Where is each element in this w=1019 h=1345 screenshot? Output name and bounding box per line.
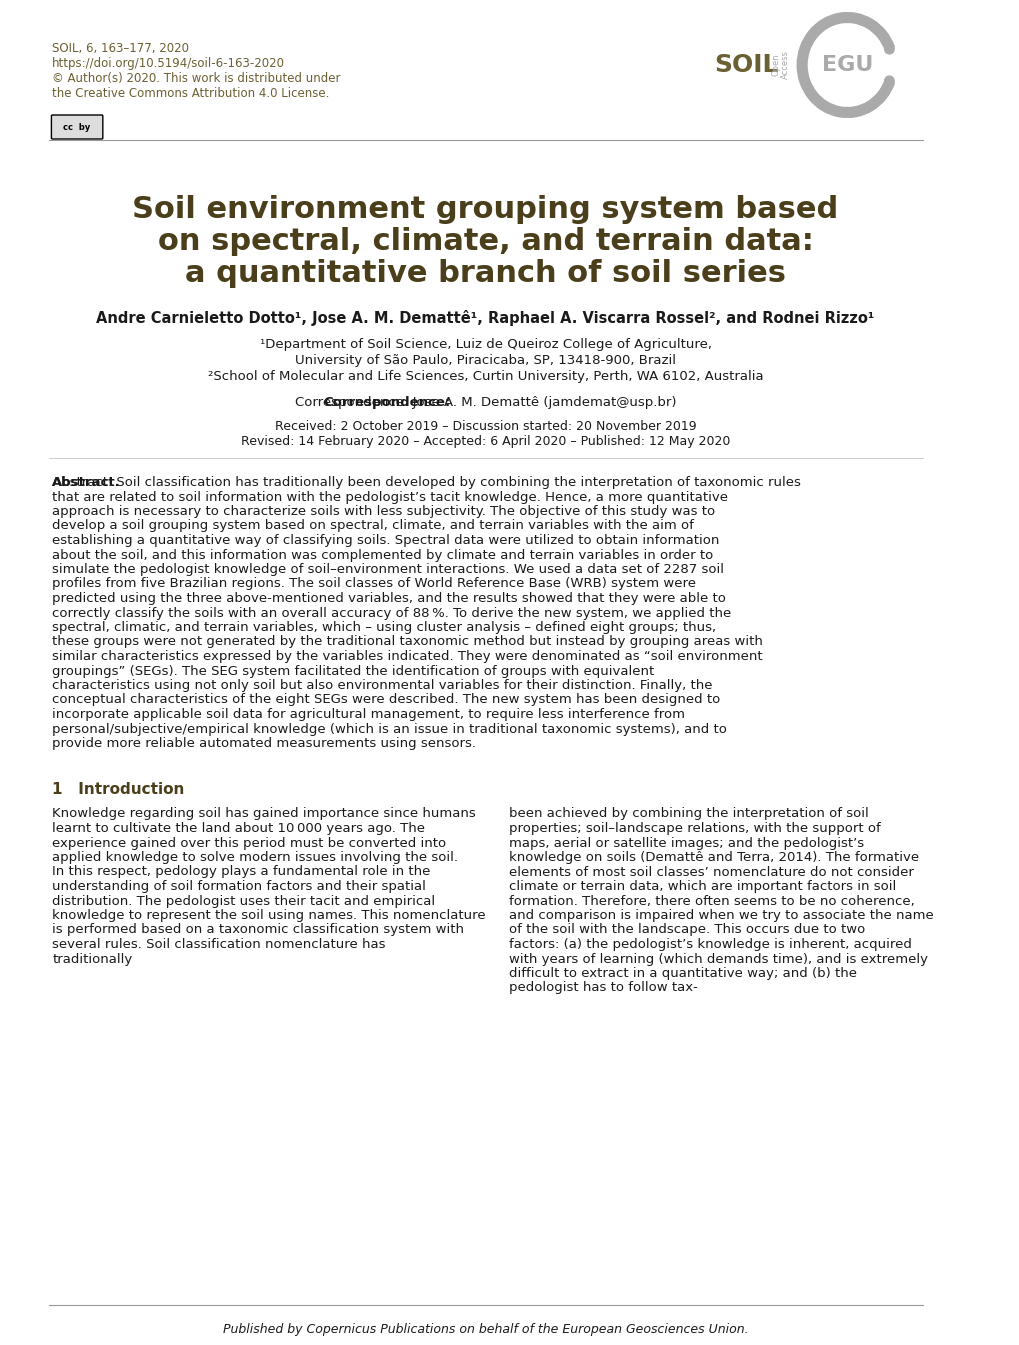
Text: pedologist has to follow tax-: pedologist has to follow tax- <box>508 982 698 994</box>
Text: similar characteristics expressed by the variables indicated. They were denomina: similar characteristics expressed by the… <box>52 650 762 663</box>
Text: properties; soil–landscape relations, with the support of: properties; soil–landscape relations, wi… <box>508 822 880 835</box>
Text: elements of most soil classes’ nomenclature do not consider: elements of most soil classes’ nomenclat… <box>508 865 913 878</box>
Text: provide more reliable automated measurements using sensors.: provide more reliable automated measurem… <box>52 737 476 751</box>
Text: Correspondence:: Correspondence: <box>323 395 450 409</box>
Text: knowledge to represent the soil using names. This nomenclature: knowledge to represent the soil using na… <box>52 909 485 923</box>
Text: formation. Therefore, there often seems to be no coherence,: formation. Therefore, there often seems … <box>508 894 914 908</box>
Text: understanding of soil formation factors and their spatial: understanding of soil formation factors … <box>52 880 426 893</box>
Circle shape <box>883 44 894 54</box>
Text: Andre Carnieletto Dotto¹, Jose A. M. Demattê¹, Raphael A. Viscarra Rossel², and : Andre Carnieletto Dotto¹, Jose A. M. Dem… <box>96 309 874 325</box>
Text: been achieved by combining the interpretation of soil: been achieved by combining the interpret… <box>508 807 868 820</box>
Text: Abstract.: Abstract. <box>52 476 121 490</box>
Text: 1   Introduction: 1 Introduction <box>52 781 184 796</box>
Text: knowledge on soils (Demattê and Terra, 2014). The formative: knowledge on soils (Demattê and Terra, 2… <box>508 851 918 863</box>
Text: learnt to cultivate the land about 10 000 years ago. The: learnt to cultivate the land about 10 00… <box>52 822 425 835</box>
Text: factors: (a) the pedologist’s knowledge is inherent, acquired: factors: (a) the pedologist’s knowledge … <box>508 937 911 951</box>
Text: is performed based on a taxonomic classification system with: is performed based on a taxonomic classi… <box>52 924 464 936</box>
Text: https://doi.org/10.5194/soil-6-163-2020: https://doi.org/10.5194/soil-6-163-2020 <box>52 56 285 70</box>
Text: about the soil, and this information was complemented by climate and terrain var: about the soil, and this information was… <box>52 549 713 561</box>
Text: Knowledge regarding soil has gained importance since humans: Knowledge regarding soil has gained impo… <box>52 807 476 820</box>
Text: these groups were not generated by the traditional taxonomic method but instead : these groups were not generated by the t… <box>52 635 762 648</box>
Text: distribution. The pedologist uses their tacit and empirical: distribution. The pedologist uses their … <box>52 894 435 908</box>
Text: cc  by: cc by <box>63 122 91 132</box>
Text: ²School of Molecular and Life Sciences, Curtin University, Perth, WA 6102, Austr: ²School of Molecular and Life Sciences, … <box>208 370 762 383</box>
Text: personal/subjective/empirical knowledge (which is an issue in traditional taxono: personal/subjective/empirical knowledge … <box>52 722 727 736</box>
Text: and comparison is impaired when we try to associate the name: and comparison is impaired when we try t… <box>508 909 933 923</box>
Text: traditionally: traditionally <box>52 952 132 966</box>
Text: conceptual characteristics of the eight SEGs were described. The new system has : conceptual characteristics of the eight … <box>52 694 719 706</box>
Text: profiles from five Brazilian regions. The soil classes of World Reference Base (: profiles from five Brazilian regions. Th… <box>52 577 696 590</box>
Circle shape <box>883 77 894 86</box>
Text: approach is necessary to characterize soils with less subjectivity. The objectiv: approach is necessary to characterize so… <box>52 504 714 518</box>
Text: difficult to extract in a quantitative way; and (b) the: difficult to extract in a quantitative w… <box>508 967 857 981</box>
Text: spectral, climatic, and terrain variables, which – using cluster analysis – defi: spectral, climatic, and terrain variable… <box>52 621 715 633</box>
Text: In this respect, pedology plays a fundamental role in the: In this respect, pedology plays a fundam… <box>52 865 430 878</box>
Text: several rules. Soil classification nomenclature has: several rules. Soil classification nomen… <box>52 937 385 951</box>
Text: simulate the pedologist knowledge of soil–environment interactions. We used a da: simulate the pedologist knowledge of soi… <box>52 564 723 576</box>
Text: a quantitative branch of soil series: a quantitative branch of soil series <box>184 260 786 288</box>
Text: SOIL, 6, 163–177, 2020: SOIL, 6, 163–177, 2020 <box>52 42 190 55</box>
Text: Correspondence: Jose A. M. Demattê (jamdemat@usp.br): Correspondence: Jose A. M. Demattê (jamd… <box>294 395 676 409</box>
Text: climate or terrain data, which are important factors in soil: climate or terrain data, which are impor… <box>508 880 896 893</box>
Text: predicted using the three above-mentioned variables, and the results showed that: predicted using the three above-mentione… <box>52 592 726 605</box>
Text: Soil environment grouping system based: Soil environment grouping system based <box>132 195 838 225</box>
Text: University of São Paulo, Piracicaba, SP, 13418-900, Brazil: University of São Paulo, Piracicaba, SP,… <box>294 354 676 367</box>
Text: Published by Copernicus Publications on behalf of the European Geosciences Union: Published by Copernicus Publications on … <box>222 1323 748 1336</box>
Text: that are related to soil information with the pedologist’s tacit knowledge. Henc: that are related to soil information wit… <box>52 491 728 503</box>
Text: correctly classify the soils with an overall accuracy of 88 %. To derive the new: correctly classify the soils with an ove… <box>52 607 731 620</box>
Text: the Creative Commons Attribution 4.0 License.: the Creative Commons Attribution 4.0 Lic… <box>52 87 329 100</box>
Text: Revised: 14 February 2020 – Accepted: 6 April 2020 – Published: 12 May 2020: Revised: 14 February 2020 – Accepted: 6 … <box>240 434 730 448</box>
Text: ¹Department of Soil Science, Luiz de Queiroz College of Agriculture,: ¹Department of Soil Science, Luiz de Que… <box>259 338 711 351</box>
Text: incorporate applicable soil data for agricultural management, to require less in: incorporate applicable soil data for agr… <box>52 707 685 721</box>
Text: Abstract. Soil classification has traditionally been developed by combining the : Abstract. Soil classification has tradit… <box>52 476 801 490</box>
Text: experience gained over this period must be converted into: experience gained over this period must … <box>52 837 446 850</box>
Text: characteristics using not only soil but also environmental variables for their d: characteristics using not only soil but … <box>52 679 712 691</box>
Text: applied knowledge to solve modern issues involving the soil.: applied knowledge to solve modern issues… <box>52 851 458 863</box>
Text: EGU: EGU <box>821 55 872 75</box>
Text: maps, aerial or satellite images; and the pedologist’s: maps, aerial or satellite images; and th… <box>508 837 864 850</box>
Text: Open
Access: Open Access <box>770 51 790 79</box>
Text: establishing a quantitative way of classifying soils. Spectral data were utilize: establishing a quantitative way of class… <box>52 534 719 547</box>
Text: with years of learning (which demands time), and is extremely: with years of learning (which demands ti… <box>508 952 927 966</box>
FancyBboxPatch shape <box>51 116 103 139</box>
Text: groupings” (SEGs). The SEG system facilitated the identification of groups with : groupings” (SEGs). The SEG system facili… <box>52 664 654 678</box>
Text: on spectral, climate, and terrain data:: on spectral, climate, and terrain data: <box>158 227 813 256</box>
Text: © Author(s) 2020. This work is distributed under: © Author(s) 2020. This work is distribut… <box>52 73 340 85</box>
Text: Received: 2 October 2019 – Discussion started: 20 November 2019: Received: 2 October 2019 – Discussion st… <box>274 420 696 433</box>
Text: SOIL: SOIL <box>713 52 777 77</box>
Text: develop a soil grouping system based on spectral, climate, and terrain variables: develop a soil grouping system based on … <box>52 519 694 533</box>
Text: of the soil with the landscape. This occurs due to two: of the soil with the landscape. This occ… <box>508 924 865 936</box>
